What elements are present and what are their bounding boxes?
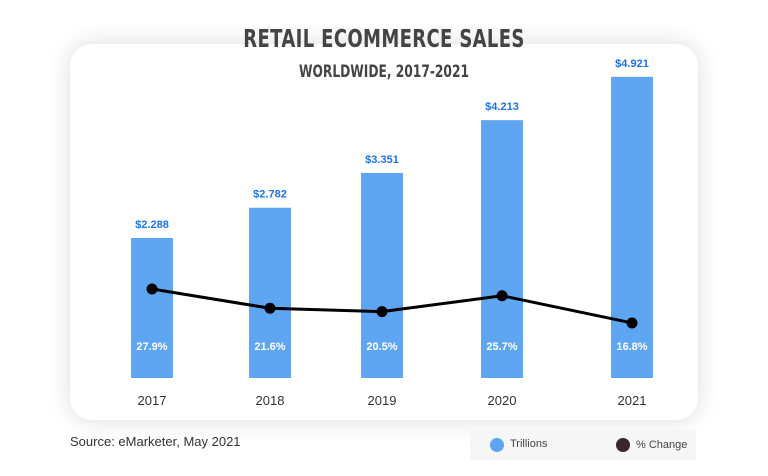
bar-2021 xyxy=(611,76,653,378)
legend-change-label: % Change xyxy=(636,439,688,451)
percent-label: 27.9% xyxy=(136,341,167,353)
x-tick-label: 2017 xyxy=(138,393,167,408)
percent-label: 16.8% xyxy=(616,341,647,353)
percent-label: 20.5% xyxy=(366,341,397,353)
chart-title: RETAIL ECOMMERCE SALES xyxy=(243,24,525,53)
change-point xyxy=(376,306,388,318)
change-point xyxy=(264,302,276,314)
bar-value-label: $2.782 xyxy=(253,189,287,201)
bar-value-label: $3.351 xyxy=(365,154,399,166)
source-note: Source: eMarketer, May 2021 xyxy=(70,434,241,449)
bar-2020 xyxy=(481,120,523,378)
percent-label: 21.6% xyxy=(254,341,285,353)
bar-2018 xyxy=(249,207,291,378)
legend: Trillions % Change xyxy=(470,430,696,460)
bar-2019 xyxy=(361,172,403,378)
bar-value-label: $4.921 xyxy=(615,58,649,70)
x-tick-label: 2021 xyxy=(618,393,647,408)
legend-trillions-label: Trillions xyxy=(510,438,548,450)
bar-value-label: $4.213 xyxy=(485,101,519,113)
bar-2017 xyxy=(131,237,173,378)
change-point xyxy=(496,290,508,302)
change-point xyxy=(146,283,158,295)
legend-trillions-swatch-icon xyxy=(490,438,504,452)
percent-label: 25.7% xyxy=(486,341,517,353)
chart-subtitle: WORLDWIDE, 2017-2021 xyxy=(298,62,469,82)
x-tick-label: 2020 xyxy=(488,393,517,408)
x-tick-label: 2019 xyxy=(368,393,397,408)
legend-change-swatch-icon xyxy=(616,438,630,452)
change-point xyxy=(626,317,638,329)
bar-value-label: $2.288 xyxy=(135,219,169,231)
x-tick-label: 2018 xyxy=(256,393,285,408)
